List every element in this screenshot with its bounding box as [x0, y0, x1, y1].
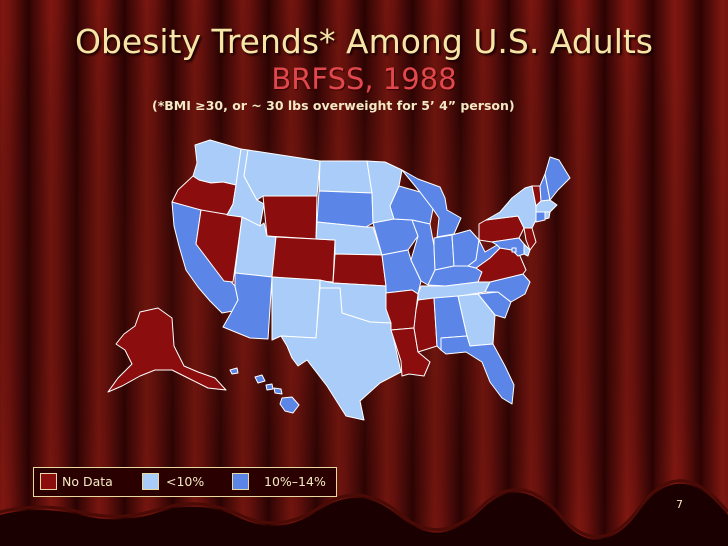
slide-subtitle: BRFSS, 1988	[271, 62, 457, 96]
page-number: 7	[676, 498, 683, 511]
state-TX	[280, 287, 402, 421]
state-WA	[192, 139, 242, 186]
bmi-note: (*BMI ≥30, or ~ 30 lbs overweight for 5’…	[152, 98, 515, 113]
state-NM	[271, 276, 321, 341]
curtain-hem	[0, 483, 728, 546]
legend-label: <10%	[166, 474, 205, 489]
slide-title: Obesity Trends* Among U.S. Adults	[74, 22, 654, 61]
state-NJ	[523, 227, 537, 251]
state-AR	[385, 289, 419, 331]
state-RI	[544, 211, 551, 220]
state-FL	[440, 335, 515, 405]
state-ND	[318, 160, 373, 194]
state-CT	[535, 211, 546, 223]
state-AK	[107, 307, 227, 393]
legend-swatch	[142, 473, 159, 490]
state-ME	[544, 156, 571, 201]
state-IN	[433, 234, 455, 271]
state-MI	[401, 169, 462, 238]
legend-label: No Data	[62, 474, 113, 489]
state-KS	[332, 253, 387, 287]
state-CO	[271, 236, 336, 283]
state-AZ	[222, 272, 273, 340]
state-MT	[243, 149, 321, 201]
legend-label: 10%–14%	[264, 474, 326, 489]
state-HI	[229, 367, 300, 414]
state-WY	[262, 195, 318, 240]
legend-swatch	[40, 473, 57, 490]
state-MS	[413, 297, 438, 353]
state-SD	[316, 190, 374, 228]
state-DC	[511, 247, 517, 253]
map-legend: No Data <10% 10%–14%	[33, 467, 337, 497]
legend-swatch	[232, 473, 249, 490]
